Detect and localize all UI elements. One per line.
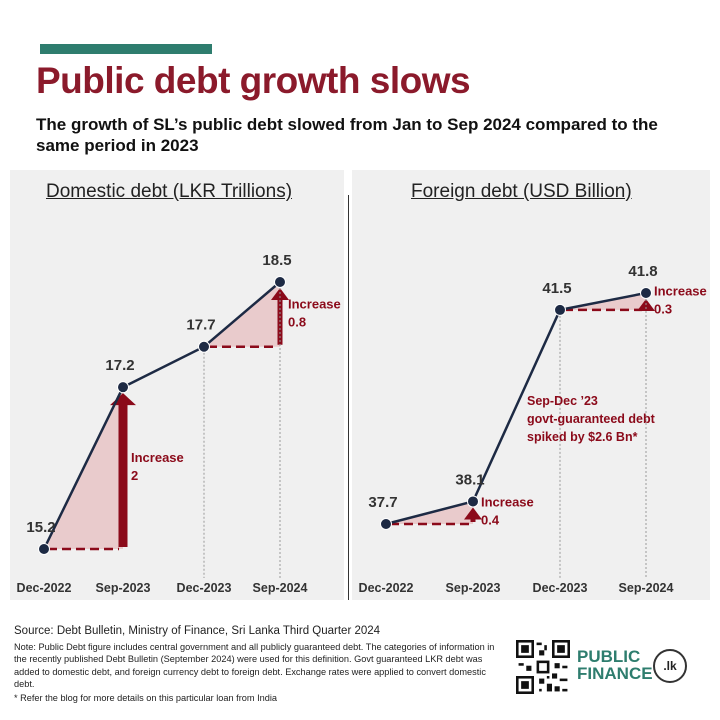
foreign-callout-line-2: spiked by $2.6 Bn*: [527, 430, 638, 444]
foreign-increase-label-1: Increase: [654, 283, 707, 298]
foreign-callout-line-1: govt-guaranteed debt: [527, 412, 656, 426]
domestic-value-label-3: 18.5: [262, 252, 291, 269]
foreign-increase-value-0: 0.4: [481, 513, 500, 528]
foreign-data-point-0: [380, 518, 392, 530]
foreign-debt-panel: [352, 170, 710, 600]
footer: Source: Debt Bulletin, Ministry of Finan…: [14, 625, 504, 704]
logo-line1: PUBLIC: [577, 647, 641, 666]
accent-bar: [40, 44, 212, 54]
foreign-callout-line-0: Sep-Dec ’23: [527, 394, 598, 408]
domestic-x-tick-3: Sep-2024: [253, 581, 308, 595]
foreign-value-label-0: 37.7: [368, 494, 397, 511]
domestic-x-tick-0: Dec-2022: [17, 581, 72, 595]
foreign-chart-title: Foreign debt (USD Billion): [411, 181, 632, 202]
domestic-increase-label-0: Increase: [131, 450, 184, 465]
domestic-increase-label-1: Increase: [288, 296, 341, 311]
panel-divider: [348, 195, 349, 600]
logo-badge: .lk: [653, 649, 687, 683]
page-subtitle: The growth of SL’s public debt slowed fr…: [36, 115, 658, 155]
foreign-value-label-3: 41.8: [628, 263, 657, 280]
domestic-data-point-2: [198, 340, 210, 353]
foreign-x-tick-1: Sep-2023: [446, 581, 501, 595]
domestic-series-line: [42, 281, 281, 550]
foreign-series-line: [385, 291, 647, 526]
qr-code-icon[interactable]: [516, 640, 570, 694]
domestic-value-label-2: 17.7: [186, 317, 215, 334]
domestic-increase-value-1: 0.8: [288, 314, 306, 329]
domestic-chart-title: Domestic debt (LKR Trillions): [46, 181, 293, 202]
foreign-data-point-1: [467, 495, 479, 508]
public-finance-logo: PUBLIC FINANCE: [577, 648, 653, 682]
domestic-value-label-0: 15.2: [26, 519, 55, 536]
foreign-x-tick-2: Dec-2023: [533, 581, 588, 595]
note-text: Note: Public Debt figure includes centra…: [14, 642, 495, 690]
foreign-increase-label-0: Increase: [481, 495, 534, 510]
domestic-value-label-1: 17.2: [105, 357, 134, 374]
foreign-data-point-2: [554, 303, 566, 316]
domestic-data-point-3: [274, 276, 286, 288]
foreign-value-label-1: 38.1: [455, 471, 484, 488]
foreign-x-tick-0: Dec-2022: [359, 581, 414, 595]
foreign-increase-value-1: 0.3: [654, 301, 672, 316]
footnote-text: * Refer the blog for more details on thi…: [14, 692, 277, 703]
foreign-value-label-2: 41.5: [542, 280, 571, 297]
domestic-x-tick-1: Sep-2023: [96, 581, 151, 595]
foreign-data-point-3: [640, 287, 652, 299]
source-text: Source: Debt Bulletin, Ministry of Finan…: [14, 625, 381, 637]
domestic-increase-value-0: 2: [131, 468, 138, 483]
page-title: Public debt growth slows: [36, 60, 471, 101]
domestic-data-point-0: [38, 543, 50, 555]
domestic-data-point-1: [117, 381, 129, 394]
logo-line2: FINANCE: [577, 664, 653, 683]
foreign-arrow-head-0: [464, 507, 482, 520]
foreign-x-tick-3: Sep-2024: [619, 581, 674, 595]
domestic-x-tick-2: Dec-2023: [177, 581, 232, 595]
